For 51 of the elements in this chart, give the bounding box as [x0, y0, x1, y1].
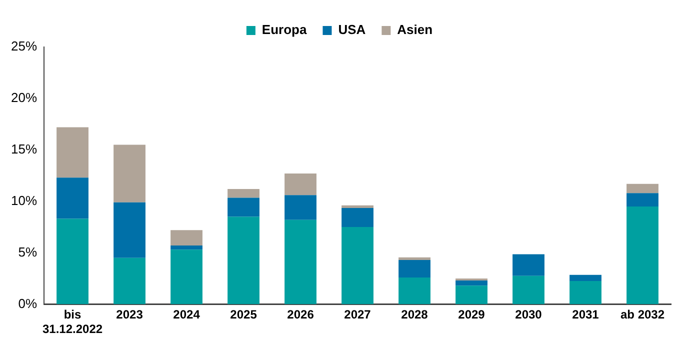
bar: [170, 246, 202, 250]
x-tick-label: bis 31.12.2022: [42, 308, 103, 336]
bar: [626, 184, 658, 194]
x-tick-label: 2028: [401, 308, 428, 322]
x-tick-label: 2025: [230, 308, 258, 322]
bar: [284, 174, 316, 196]
bar: [342, 205, 374, 208]
bar: [284, 195, 316, 220]
bar: [512, 276, 544, 304]
bar: [114, 144, 146, 202]
bar: [626, 206, 658, 304]
bar: [170, 250, 202, 304]
bar: [228, 198, 260, 217]
x-tick-label: 2027: [344, 308, 372, 322]
y-tick-label: 25%: [10, 38, 38, 54]
legend-label: Europa: [262, 22, 308, 38]
bar: [398, 277, 430, 304]
x-tick-label: 2029: [458, 308, 486, 322]
bar: [342, 227, 374, 304]
bar: [170, 230, 202, 246]
y-tick-label: 15%: [10, 141, 38, 156]
bar: [456, 280, 488, 286]
y-tick-label: 0%: [18, 296, 38, 311]
legend-label: USA: [338, 22, 366, 38]
bar: [570, 281, 602, 304]
x-tick-label: 2024: [173, 308, 200, 322]
bar: [284, 220, 316, 304]
bar: [398, 260, 430, 278]
x-tick-label: 2023: [116, 308, 144, 322]
bar: [456, 286, 488, 304]
bar: [56, 178, 88, 219]
bar: [626, 193, 658, 206]
bar: [398, 257, 430, 260]
bar: [56, 127, 88, 178]
bar: [512, 254, 544, 276]
y-tick-label: 5%: [18, 244, 38, 260]
y-tick-label: 10%: [10, 192, 38, 208]
x-tick-label: 2030: [515, 308, 542, 322]
x-tick-label: ab 2032: [620, 308, 665, 322]
x-tick-label: 2026: [287, 308, 314, 322]
bar: [114, 202, 146, 258]
x-tick-label: 2031: [572, 308, 600, 322]
bar: [228, 216, 260, 304]
bar: [570, 274, 602, 282]
bar: [456, 278, 488, 281]
bar: [342, 208, 374, 228]
legend-label: Asien: [397, 22, 433, 38]
bar: [114, 258, 146, 304]
y-tick-label: 20%: [10, 90, 38, 106]
bar: [228, 188, 260, 198]
bar: [56, 218, 88, 304]
